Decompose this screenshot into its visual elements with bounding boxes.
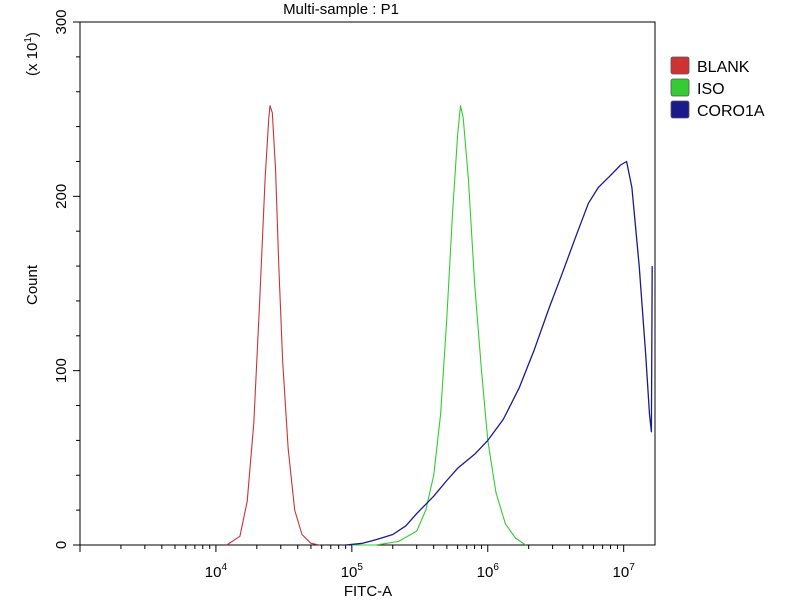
y-axis-multiplier: (x 101) [23,32,41,76]
series-line-blank [226,105,320,546]
y-tick-label: 100 [53,358,70,383]
series-layer [226,105,653,546]
x-tick-label: 105 [341,562,364,581]
legend-label-iso: ISO [697,81,725,98]
legend-swatch-iso [670,78,690,97]
x-tick-label: 107 [613,562,636,581]
x-axis-ticks: 104 105 106 107 [79,545,636,581]
x-tick-label: 106 [477,562,500,581]
y-axis-ticks: 0 100 200 300 [53,9,80,549]
plot-frame [79,21,656,546]
y-tick-label: 300 [53,9,70,34]
y-axis-title: Count [24,264,41,305]
legend: BLANK ISO CORO1A [670,56,765,120]
y-multiplier-base: (x 10 [24,43,41,76]
legend-label-blank: BLANK [697,59,750,76]
y-multiplier-exp: 1 [23,37,34,43]
legend-label-coro1a: CORO1A [697,103,765,120]
y-tick-label: 200 [53,184,70,209]
series-line-coro1a [345,160,653,546]
legend-swatch-coro1a [670,100,690,119]
chart-title: Multi-sample : P1 [283,1,399,18]
y-tick-label: 0 [53,541,70,549]
x-axis-title: FITC-A [344,583,392,600]
legend-swatch-blank [670,56,690,75]
series-line-iso [351,105,526,546]
x-tick-label: 104 [205,562,228,581]
